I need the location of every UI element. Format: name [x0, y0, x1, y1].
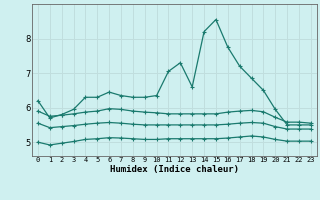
X-axis label: Humidex (Indice chaleur): Humidex (Indice chaleur): [110, 165, 239, 174]
